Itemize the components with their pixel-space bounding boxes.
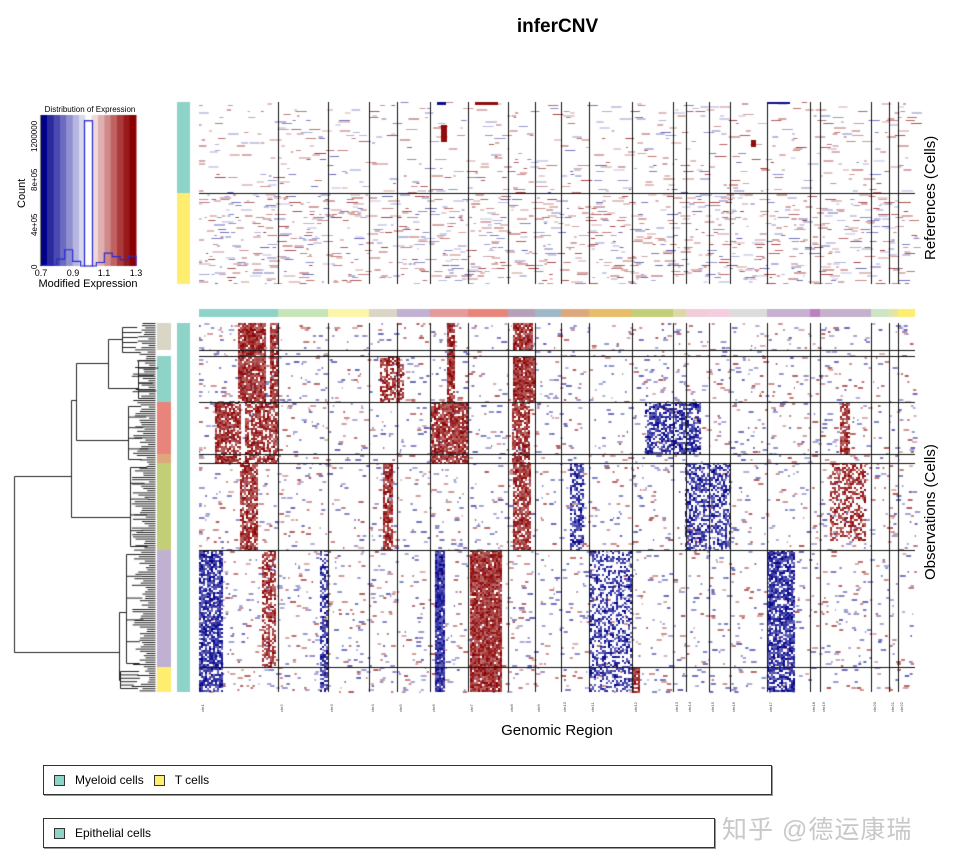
chromosome-label: chr17	[768, 701, 773, 712]
chromosome-label: chr4	[370, 704, 375, 712]
chromosome-label: chr16	[731, 701, 736, 712]
observations-legend: Epithelial cells	[43, 818, 715, 848]
chromosome-label: chr10	[562, 701, 567, 712]
watermark: 知乎 @德运康瑞	[722, 816, 913, 844]
cnv-heatmap	[0, 0, 953, 720]
chromosome-label: chr18	[811, 701, 816, 712]
chromosome-label: chr11	[590, 702, 595, 712]
chromosome-label: chr14	[687, 701, 692, 712]
chromosome-label: chr3	[329, 704, 334, 712]
chromosome-label: chr6	[431, 704, 436, 712]
chromosome-label: chr2	[279, 704, 284, 712]
x-axis-label: Genomic Region	[501, 722, 613, 739]
chromosome-label: chr21	[890, 701, 895, 712]
chromosome-label: chr22	[899, 701, 904, 712]
references-legend: Myeloid cells T cells	[43, 765, 772, 795]
chromosome-label: chr9	[536, 704, 541, 712]
legend-label: Epithelial cells	[75, 826, 152, 840]
chromosome-label: chr13	[674, 701, 679, 712]
chromosome-label: chr1	[200, 704, 205, 712]
chromosome-label: chr20	[872, 701, 877, 712]
legend-label: Myeloid cells	[75, 773, 144, 787]
references-axis-label: References (Cells)	[922, 135, 939, 260]
chromosome-label: chr19	[821, 701, 826, 712]
chromosome-label: chr12	[633, 701, 638, 712]
chromosome-label: chr5	[398, 704, 403, 712]
chromosome-label: chr8	[509, 704, 514, 712]
legend-item-myeloid: Myeloid cells	[54, 773, 144, 787]
legend-swatch	[54, 827, 65, 839]
legend-item-t-cells: T cells	[153, 773, 210, 787]
legend-swatch	[54, 774, 65, 786]
chromosome-label: chr7	[469, 704, 474, 712]
observations-axis-label: Observations (Cells)	[922, 444, 939, 580]
legend-label: T cells	[174, 773, 210, 787]
legend-item-epithelial: Epithelial cells	[54, 826, 151, 840]
chromosome-label: chr15	[710, 701, 715, 712]
legend-swatch	[153, 774, 165, 786]
